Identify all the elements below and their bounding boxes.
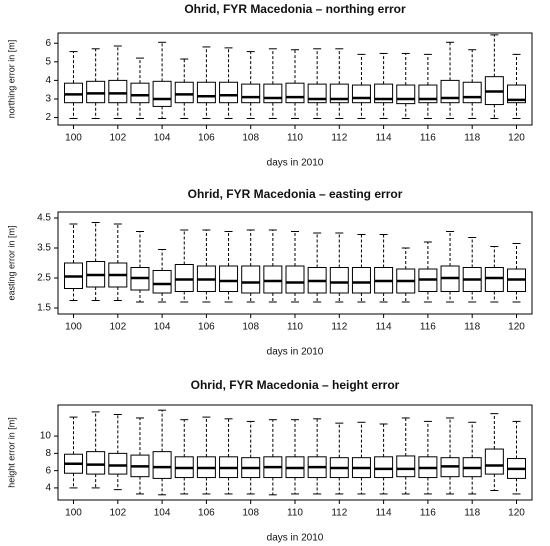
- box: [86, 451, 106, 475]
- x-tick-label: 120: [508, 508, 525, 519]
- chart-title: Ohrid, FYR Macedonia – easting error: [188, 187, 403, 201]
- chart-title: Ohrid, FYR Macedonia – northing error: [184, 2, 406, 16]
- box: [64, 82, 84, 104]
- x-tick-label: 100: [65, 322, 82, 333]
- y-tick-label: 4: [45, 75, 51, 86]
- x-tick-label: 106: [198, 508, 215, 519]
- box: [219, 81, 239, 104]
- y-axis-label: height error in [m]: [6, 417, 16, 488]
- box: [152, 80, 172, 107]
- y-tick-label: 1.5: [37, 303, 51, 314]
- x-tick-label: 118: [464, 508, 480, 519]
- box: [396, 455, 416, 478]
- x-tick-label: 110: [287, 322, 303, 333]
- y-tick-label: 3.5: [37, 243, 51, 254]
- x-tick-label: 112: [331, 133, 347, 144]
- box: [86, 80, 106, 104]
- box: [396, 84, 416, 105]
- box: [285, 82, 305, 104]
- box: [174, 81, 194, 104]
- box: [241, 265, 261, 294]
- y-tick-label: 4.5: [37, 213, 51, 224]
- box: [351, 267, 371, 294]
- x-tick-label: 116: [420, 133, 436, 144]
- box: [440, 79, 460, 104]
- y-tick-label: 3: [45, 94, 51, 105]
- x-tick-label: 114: [376, 322, 392, 333]
- x-tick-label: 108: [242, 322, 259, 333]
- box: [484, 267, 504, 292]
- box: [130, 82, 150, 104]
- x-tick-label: 114: [376, 133, 392, 144]
- y-axis-label: easting error in [m]: [6, 225, 16, 300]
- x-axis-label: days in 2010: [267, 158, 324, 169]
- box: [506, 84, 526, 104]
- x-tick-label: 116: [420, 508, 436, 519]
- x-tick-label: 102: [109, 322, 126, 333]
- box: [108, 452, 128, 475]
- box: [152, 270, 172, 294]
- y-tick-label: 4: [45, 483, 51, 494]
- x-tick-label: 106: [198, 322, 215, 333]
- box: [219, 265, 239, 292]
- x-tick-label: 112: [331, 322, 347, 333]
- y-tick-label: 2.5: [37, 273, 51, 284]
- box: [374, 456, 394, 479]
- x-tick-label: 106: [198, 133, 215, 144]
- x-tick-label: 104: [154, 133, 171, 144]
- box: [263, 265, 283, 294]
- x-tick-label: 110: [287, 133, 303, 144]
- x-axis-label: days in 2010: [267, 533, 324, 544]
- plot-frame: [57, 32, 533, 126]
- x-tick-label: 110: [287, 508, 303, 519]
- x-tick-label: 112: [331, 508, 347, 519]
- box: [263, 83, 283, 104]
- box: [241, 83, 261, 104]
- x-axis-label: days in 2010: [267, 347, 324, 358]
- box: [329, 267, 349, 294]
- x-tick-label: 104: [154, 508, 171, 519]
- x-tick-label: 120: [508, 322, 525, 333]
- box: [152, 451, 172, 479]
- x-tick-label: 118: [464, 322, 480, 333]
- y-tick-label: 2: [45, 112, 51, 123]
- box: [351, 84, 371, 104]
- chart-title: Ohrid, FYR Macedonia – height error: [191, 378, 400, 392]
- box: [196, 81, 216, 104]
- box: [285, 265, 305, 294]
- x-tick-label: 116: [420, 322, 436, 333]
- y-tick-label: 8: [45, 448, 51, 459]
- x-tick-label: 100: [65, 508, 82, 519]
- x-tick-label: 102: [109, 508, 126, 519]
- x-tick-label: 114: [376, 508, 392, 519]
- x-tick-label: 108: [242, 133, 259, 144]
- box: [108, 79, 128, 104]
- x-tick-label: 108: [242, 508, 259, 519]
- x-tick-label: 104: [154, 322, 171, 333]
- x-tick-label: 118: [464, 133, 480, 144]
- y-tick-label: 5: [45, 56, 51, 67]
- box: [462, 81, 482, 104]
- y-axis-label: northing error in [m]: [6, 40, 16, 119]
- y-tick-label: 6: [45, 38, 51, 49]
- y-tick-label: 6: [45, 465, 51, 476]
- x-tick-label: 100: [65, 133, 82, 144]
- box: [174, 264, 194, 292]
- y-tick-label: 10: [40, 431, 52, 442]
- x-tick-label: 102: [109, 133, 126, 144]
- box: [484, 448, 504, 475]
- x-tick-label: 120: [508, 133, 525, 144]
